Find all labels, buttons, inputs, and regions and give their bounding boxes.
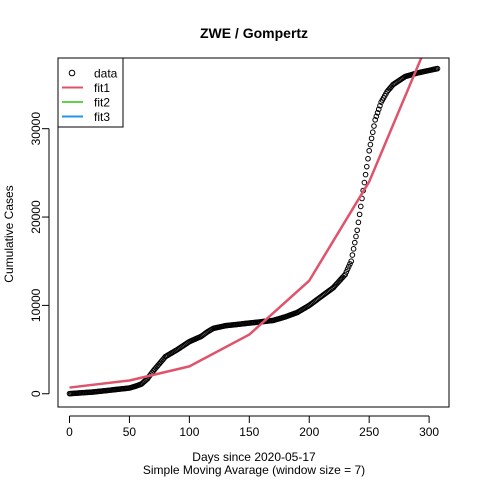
data-point <box>345 263 352 270</box>
data-point <box>356 211 363 218</box>
data-point <box>434 65 441 72</box>
data-point <box>369 129 376 136</box>
y-tick-label: 20000 <box>29 200 43 234</box>
x-axis-subtitle: Simple Moving Avarage (window size = 7) <box>143 463 365 477</box>
x-tick-label: 100 <box>179 425 199 439</box>
data-point <box>366 147 372 154</box>
data-point <box>344 266 351 272</box>
y-axis-label: Cumulative Cases <box>2 185 16 282</box>
plot-area <box>66 58 441 397</box>
y-tick-label: 10000 <box>29 288 43 322</box>
data-point <box>361 179 368 186</box>
y-tick-label: 30000 <box>29 112 43 146</box>
plot-frame <box>57 57 450 408</box>
data-point <box>367 141 374 148</box>
data-point <box>355 219 362 226</box>
x-tick-label: 50 <box>123 425 137 439</box>
legend-label-fit1: fit1 <box>94 81 110 95</box>
data-point <box>342 271 348 278</box>
axes: 0 50 100 150 200 250 300 0 10000 20000 30000 <box>29 112 439 439</box>
data-point <box>373 113 380 120</box>
legend-label-fit2: fit2 <box>94 96 110 110</box>
data-point <box>374 109 381 116</box>
data-point <box>349 252 356 258</box>
data-point <box>363 163 370 170</box>
data-point <box>341 272 347 279</box>
data-point <box>377 102 383 109</box>
data-point <box>351 239 358 246</box>
x-axis-label: Days since 2020-05-17 <box>192 450 316 464</box>
data-point <box>371 123 377 129</box>
data-point <box>353 233 359 240</box>
x-tick-label: 300 <box>419 425 439 439</box>
x-tick-label: 200 <box>299 425 319 439</box>
legend-label-fit3: fit3 <box>94 110 110 124</box>
fit1-line <box>69 58 423 389</box>
data-point <box>354 227 360 234</box>
chart-title: ZWE / Gompertz <box>200 25 308 41</box>
data-point <box>368 135 375 142</box>
data-point <box>372 117 378 123</box>
data-point <box>362 171 369 178</box>
x-tick-label: 150 <box>239 425 259 439</box>
x-tick-label: 0 <box>66 425 73 439</box>
data-points <box>66 65 441 397</box>
data-point <box>357 203 364 210</box>
x-tick-label: 250 <box>359 425 379 439</box>
legend-label-data: data <box>94 67 118 81</box>
data-point <box>350 246 357 252</box>
y-tick-label: 0 <box>29 390 43 397</box>
data-point <box>375 106 382 113</box>
legend-marker-data <box>68 69 76 77</box>
data-point <box>343 269 350 275</box>
data-point <box>365 155 371 162</box>
data-point <box>347 261 353 267</box>
data-point <box>348 258 354 265</box>
